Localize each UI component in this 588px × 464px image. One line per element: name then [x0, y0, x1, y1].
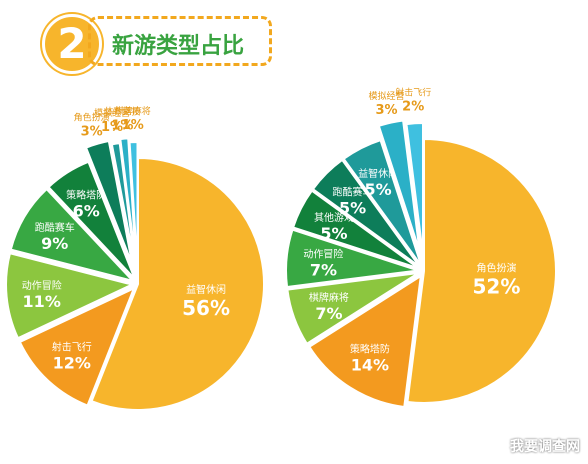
slice-value-label: 14%	[351, 355, 389, 374]
slice-category-label: 棋牌麻将	[115, 105, 151, 117]
slice-value-label: 11%	[23, 292, 61, 311]
watermark: 我要调查网	[510, 439, 580, 455]
slice-value-label: 1%	[122, 118, 144, 133]
pie-slice	[311, 158, 421, 268]
pie-slice	[90, 156, 265, 411]
pie-slice	[405, 122, 424, 256]
pie-slice	[406, 137, 557, 404]
slice-category-label: 跑酷赛车	[333, 186, 373, 199]
slice-value-label: 7%	[310, 260, 337, 279]
slice-value-label: 12%	[53, 354, 91, 373]
pie-slice	[291, 189, 420, 270]
slice-category-label: 策略塔防	[350, 342, 390, 355]
slice-value-label: 52%	[473, 275, 521, 299]
pie-slice	[285, 228, 419, 289]
slice-category-label: 动作冒险	[303, 247, 343, 260]
slice-category-label: 棋牌麻将	[309, 291, 349, 304]
pie-slice	[84, 139, 134, 266]
slice-value-label: 3%	[375, 103, 397, 118]
slice-category-label: 其他游戏	[314, 211, 354, 224]
pie-slice	[119, 137, 138, 265]
pie-slice	[377, 119, 421, 252]
pie-slice	[286, 272, 419, 346]
slice-value-label: 1%	[111, 119, 133, 134]
slice-value-label: 2%	[402, 99, 424, 114]
pie-slice	[128, 141, 139, 269]
slice-category-label: 模拟经营	[94, 107, 130, 119]
pie-slice	[5, 252, 135, 340]
slice-value-label: 5%	[365, 180, 392, 199]
slice-category-label: 动作冒险	[22, 279, 62, 292]
slice-category-label: 益智休闲	[186, 283, 226, 296]
slice-category-label: 模拟经营	[368, 90, 404, 102]
slice-value-label: 1%	[101, 120, 123, 135]
slice-value-label: 7%	[315, 304, 342, 323]
slice-category-label: 策略塔防	[66, 188, 106, 201]
pie-slice	[307, 274, 423, 409]
slice-category-label: 角色扮演	[476, 262, 516, 275]
slice-category-label: 益智休闲	[358, 167, 398, 180]
slice-value-label: 56%	[182, 296, 230, 320]
slice-category-label: 体育竞技	[104, 106, 140, 118]
slice-value-label: 6%	[73, 201, 100, 220]
pie-chart-2: 角色扮演52%策略塔防14%棋牌麻将7%动作冒险7%其他游戏5%跑酷赛车5%益智…	[285, 86, 557, 409]
pie-slice	[9, 187, 136, 283]
slice-category-label: 射击飞行	[52, 341, 92, 354]
slice-category-label: 角色扮演	[74, 112, 110, 124]
title-dashed-box	[88, 16, 272, 66]
slice-category-label: 射击飞行	[395, 86, 431, 98]
pie-slice	[18, 286, 136, 407]
pie-slice	[110, 142, 137, 269]
slice-value-label: 3%	[81, 125, 103, 140]
title-text: 新游类型占比	[112, 34, 245, 59]
slice-value-label: 5%	[320, 224, 347, 243]
slice-value-label: 5%	[339, 199, 366, 218]
pie-slice	[47, 160, 136, 280]
slice-category-label: 跑酷赛车	[35, 221, 75, 234]
pie-slice	[342, 138, 423, 267]
slice-value-label: 9%	[41, 234, 68, 253]
chart-title: 2 新游类型占比	[36, 10, 272, 74]
